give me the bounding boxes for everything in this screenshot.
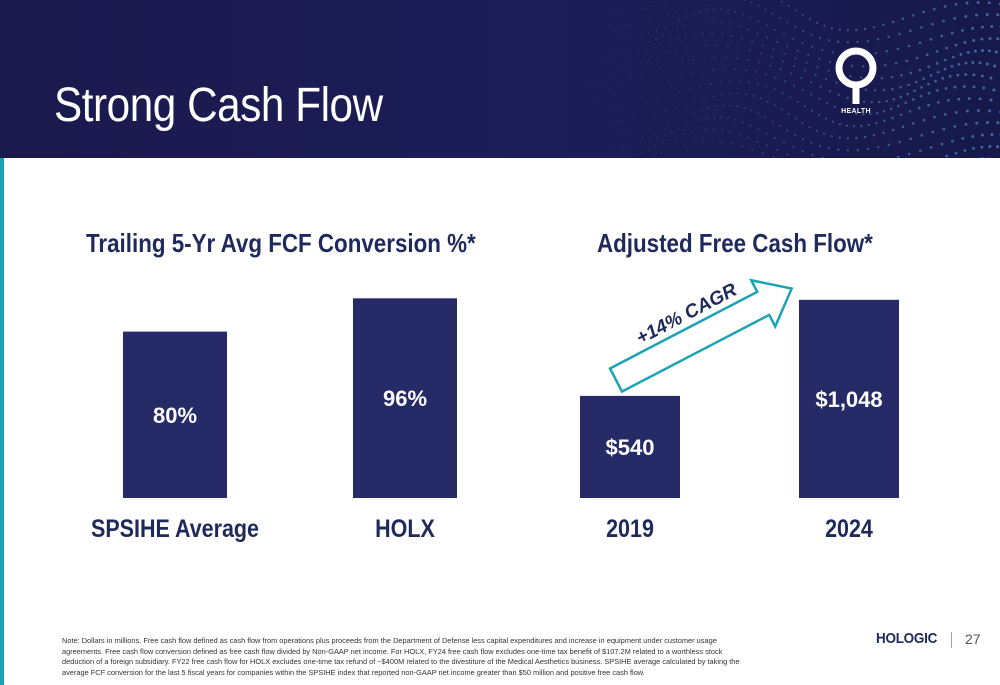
left-accent-rule — [0, 0, 4, 685]
bar-spsihe-average — [123, 331, 227, 498]
dot-pattern-decoration — [585, 0, 1000, 158]
footnote: Note: Dollars in millions. Free cash flo… — [62, 636, 740, 677]
slide-header: Strong Cash Flow HEALTH — [0, 0, 1000, 158]
page-number: 27 — [965, 631, 981, 647]
bar-2019 — [580, 395, 680, 498]
chart-title-free-cash-flow: Adjusted Free Cash Flow* — [597, 228, 873, 258]
category-label: 2024 — [825, 514, 873, 542]
hologic-logo: HOLOGIC — [876, 630, 938, 647]
page-title: Strong Cash Flow — [54, 79, 383, 132]
data-label: 96% — [383, 386, 427, 411]
health-logo — [835, 47, 877, 104]
category-label: HOLX — [375, 514, 435, 542]
footer-divider — [951, 632, 952, 648]
chart-title-fcf-conversion: Trailing 5-Yr Avg FCF Conversion %* — [86, 228, 476, 258]
health-logo-text: HEALTH — [841, 108, 871, 115]
cagr-arrow-annotation: +14% CAGR — [608, 278, 794, 394]
category-label: SPSIHE Average — [91, 514, 259, 542]
bar-2024 — [799, 299, 899, 498]
data-label: $540 — [606, 435, 655, 460]
bar-holx — [353, 298, 457, 498]
data-label: 80% — [153, 403, 197, 428]
category-label: 2019 — [606, 514, 654, 542]
data-label: $1,048 — [815, 387, 882, 412]
